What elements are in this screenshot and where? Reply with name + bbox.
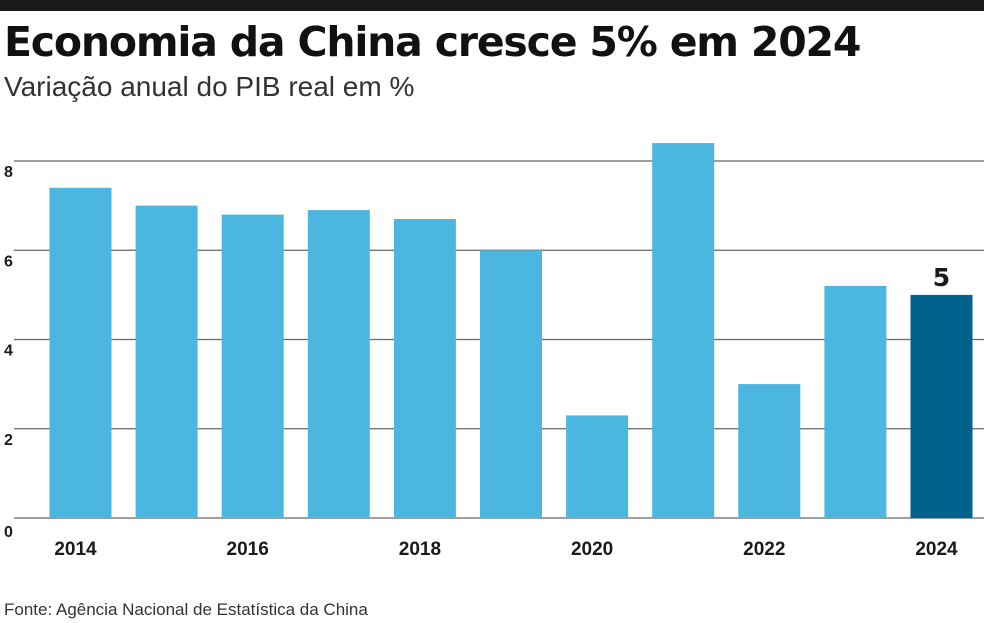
bar-2019 (480, 250, 542, 519)
bar-2020 (566, 415, 629, 518)
bar-2018 (393, 219, 456, 518)
bar-2023 (824, 285, 887, 518)
chart-title: Economia da China cresce 5% em 2024 (4, 18, 861, 66)
x-tick-label-2014: 2014 (54, 539, 97, 560)
y-tick-label-2: 2 (4, 432, 13, 449)
bar-2022 (738, 384, 801, 518)
y-tick-label-8: 8 (4, 164, 13, 181)
annotations: 5 (933, 263, 950, 292)
bars (49, 143, 973, 519)
bar-2014 (49, 187, 112, 519)
source-note: Fonte: Agência Nacional de Estatística d… (4, 600, 368, 619)
x-tick-label-2018: 2018 (399, 539, 441, 560)
x-tick-label-2024: 2024 (915, 539, 958, 560)
bar-2015 (135, 205, 198, 518)
y-tick-label-0: 0 (4, 524, 13, 541)
x-tick-label-2022: 2022 (743, 539, 785, 560)
bar-2016 (221, 214, 284, 518)
x-tick-label-2016: 2016 (227, 539, 269, 560)
top-rule (0, 0, 984, 11)
bar-2017 (307, 210, 370, 518)
bar-2021 (652, 143, 715, 518)
x-tick-label-2020: 2020 (571, 539, 613, 560)
y-tick-label-6: 6 (4, 253, 13, 270)
chart-subtitle: Variação anual do PIB real em % (4, 71, 415, 102)
y-axis-ticks: 0 2 4 6 8 (4, 164, 13, 541)
y-tick-label-4: 4 (4, 343, 13, 360)
data-label-2024: 5 (933, 263, 950, 292)
x-axis-ticks: 2014 2016 2018 2020 2022 2024 (54, 539, 958, 560)
bar-2024 (910, 294, 973, 518)
